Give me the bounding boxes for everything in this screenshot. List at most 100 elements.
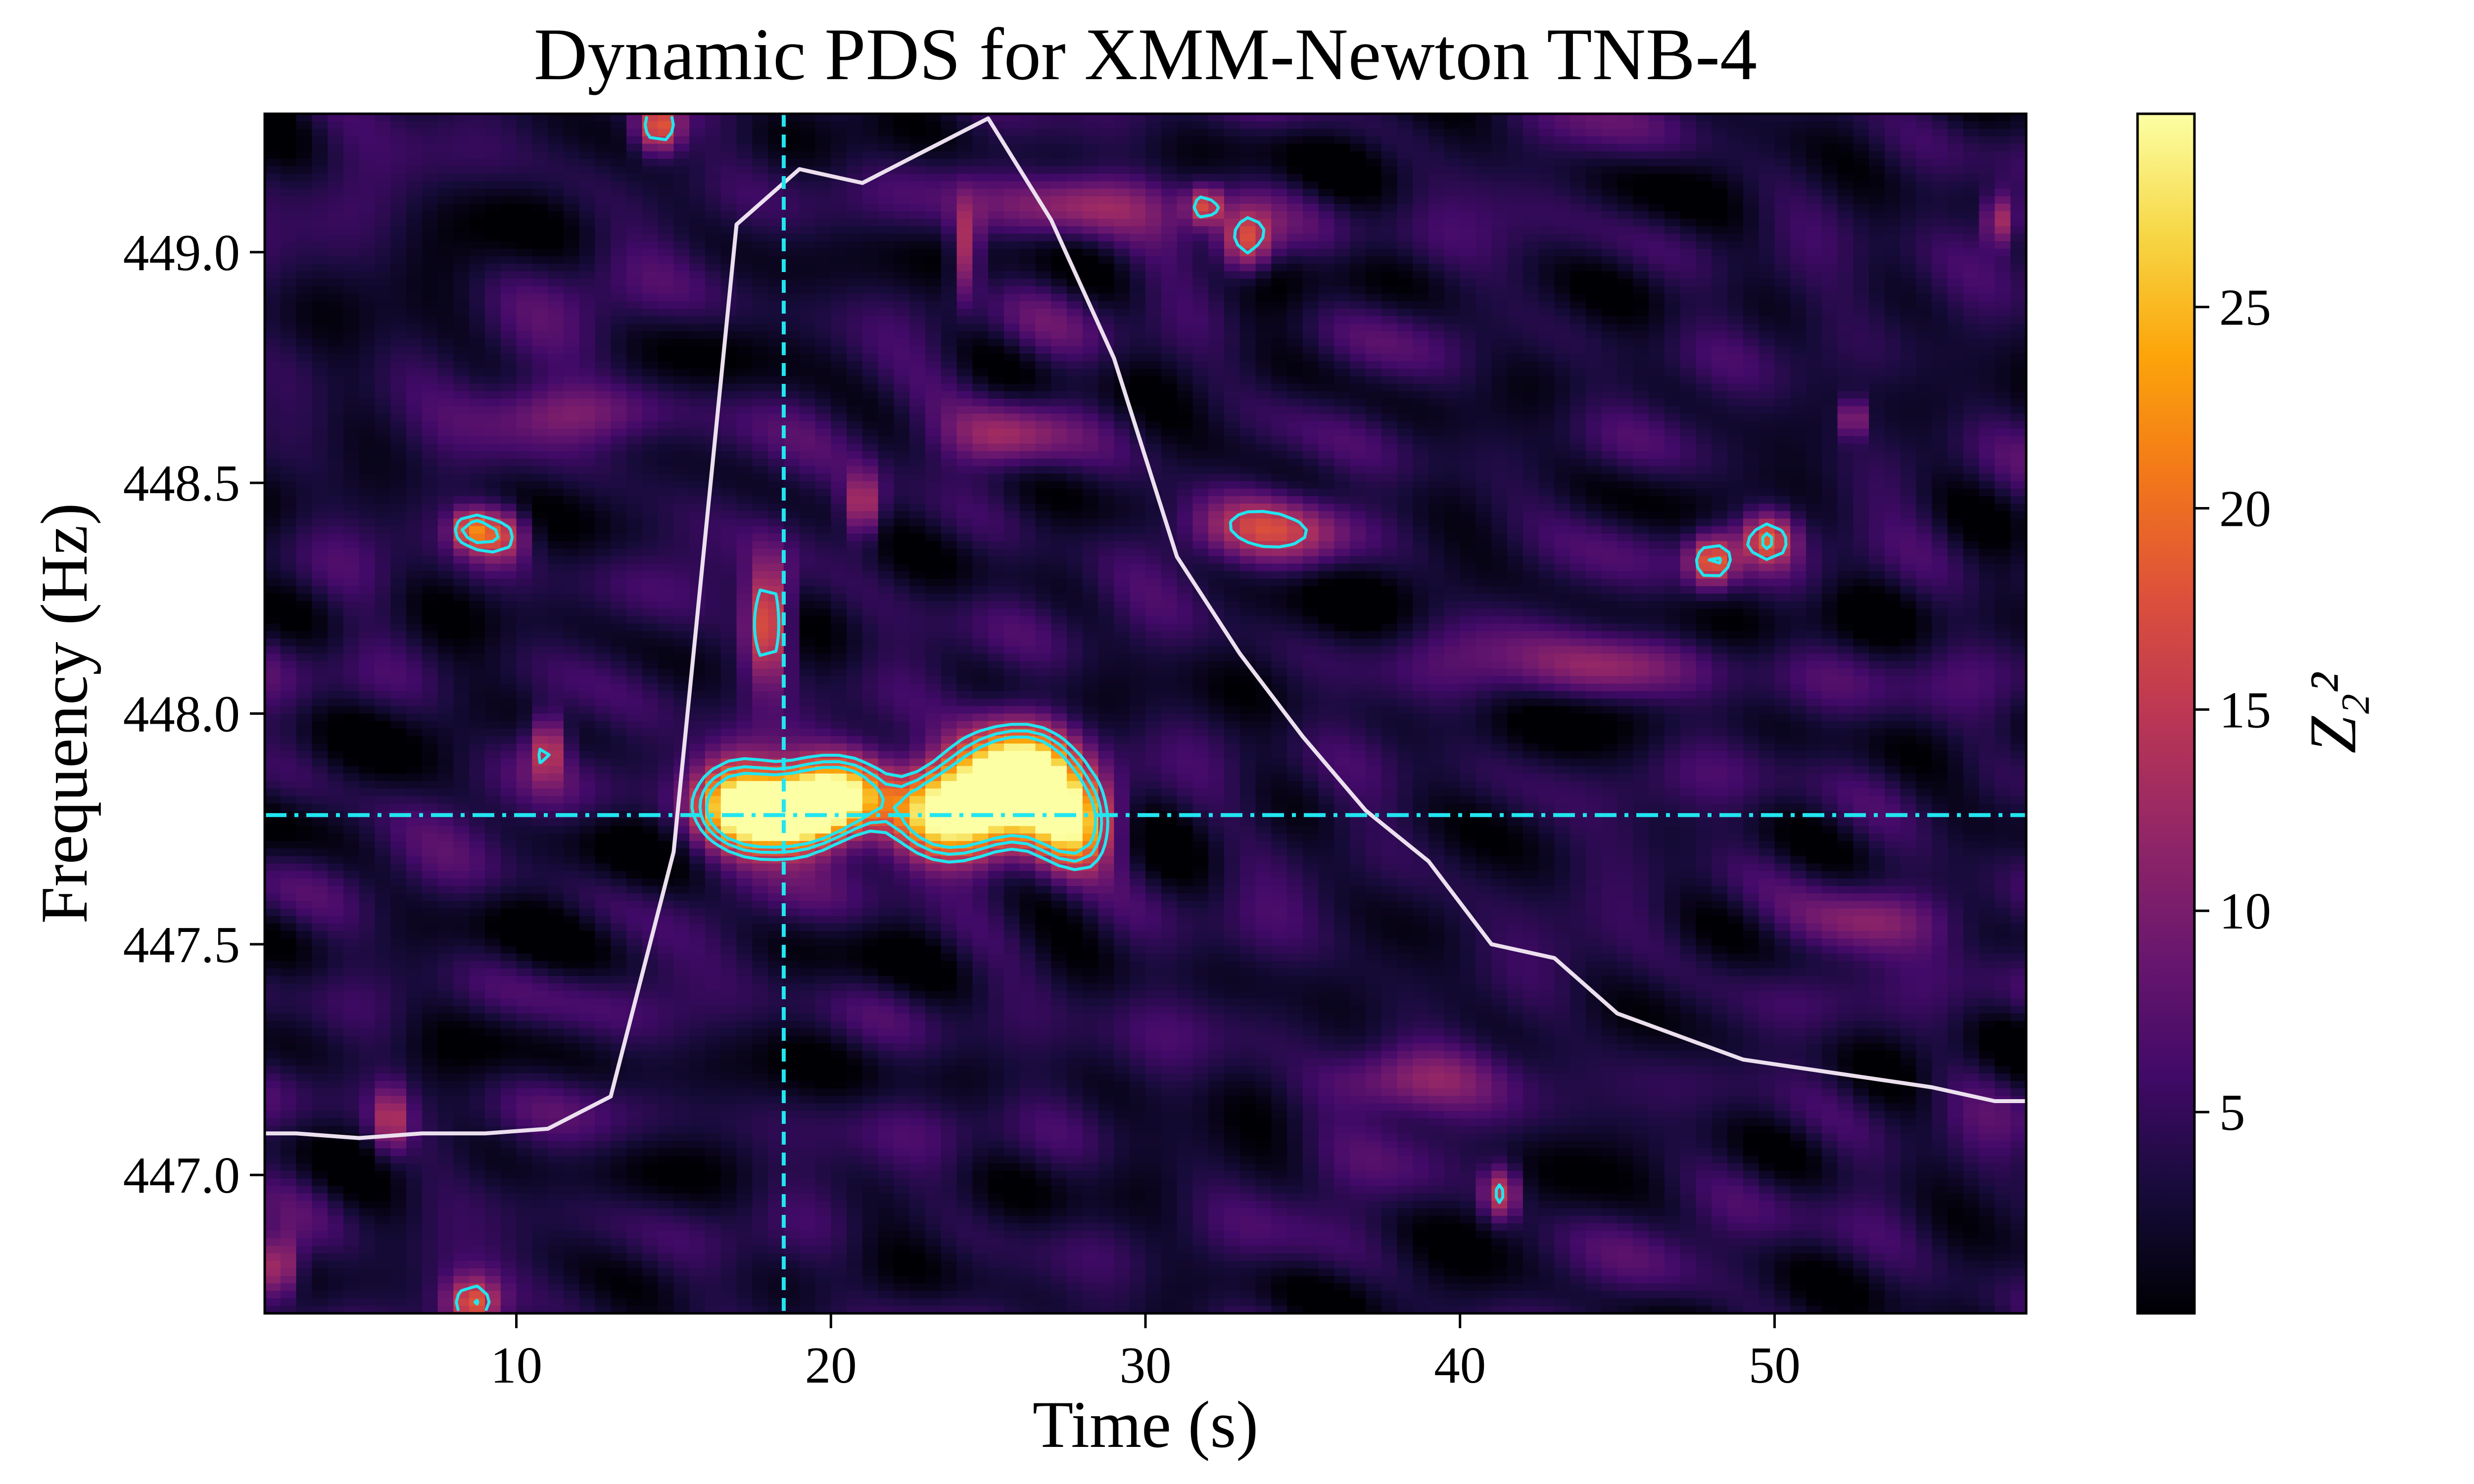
heatmap-cell (595, 166, 612, 175)
heatmap-cell (328, 616, 344, 624)
heatmap-cell (328, 286, 344, 294)
heatmap-cell (689, 1073, 706, 1082)
heatmap-cell (579, 174, 596, 182)
heatmap-cell (296, 278, 313, 287)
heatmap-cell (642, 459, 659, 467)
heatmap-cell (296, 826, 313, 834)
heatmap-cell (736, 376, 753, 384)
heatmap-cell (689, 181, 706, 189)
heatmap-cell (611, 466, 627, 474)
heatmap-cell (422, 856, 438, 864)
heatmap-cell (469, 1276, 485, 1284)
heatmap-cell (343, 428, 360, 437)
heatmap-cell (343, 1020, 360, 1029)
heatmap-cell (343, 188, 360, 197)
heatmap-cell (437, 1223, 454, 1232)
heatmap-cell (406, 1081, 423, 1089)
heatmap-cell (359, 1043, 376, 1052)
heatmap-cell (705, 1208, 721, 1216)
heatmap-cell (658, 946, 674, 954)
heatmap-cell (673, 181, 690, 189)
heatmap-cell (469, 1156, 485, 1164)
heatmap-cell (406, 1043, 423, 1052)
heatmap-cell (343, 233, 360, 242)
heatmap-cell (265, 203, 281, 212)
heatmap-cell (579, 496, 596, 505)
heatmap-cell (437, 623, 454, 632)
heatmap-cell (500, 293, 517, 302)
heatmap-cell (437, 706, 454, 714)
heatmap-cell (296, 1193, 313, 1202)
heatmap-cell (328, 1193, 344, 1202)
heatmap-cell (312, 421, 329, 429)
heatmap-cell (469, 1020, 485, 1029)
heatmap-cell (390, 504, 407, 512)
heatmap-cell (548, 518, 564, 527)
heatmap-cell (343, 968, 360, 976)
heatmap-cell (673, 1148, 690, 1157)
heatmap-cell (312, 953, 329, 962)
heatmap-cell (705, 938, 721, 947)
heatmap-cell (689, 414, 706, 422)
heatmap-cell (516, 121, 533, 130)
heatmap-cell (296, 174, 313, 182)
heatmap-cell (312, 338, 329, 347)
heatmap-cell (265, 668, 281, 677)
heatmap-cell (611, 803, 627, 812)
heatmap-cell (563, 1073, 580, 1082)
heatmap-cell (611, 256, 627, 265)
heatmap-cell (343, 863, 360, 872)
heatmap-cell (469, 571, 485, 579)
heatmap-cell (359, 383, 376, 392)
heatmap-cell (611, 691, 627, 699)
heatmap-cell (437, 406, 454, 415)
heatmap-cell (705, 1238, 721, 1247)
heatmap-cell (548, 691, 564, 699)
heatmap-cell (705, 203, 721, 212)
heatmap-cell (265, 841, 281, 849)
heatmap-cell (375, 361, 391, 370)
heatmap-cell (343, 841, 360, 849)
heatmap-cell (437, 354, 454, 362)
heatmap-cell (343, 736, 360, 744)
heatmap-cell (312, 1276, 329, 1284)
heatmap-cell (626, 1036, 643, 1044)
heatmap-cell (437, 443, 454, 452)
heatmap-cell (437, 324, 454, 332)
heatmap-cell (469, 668, 485, 677)
heatmap-cell (453, 143, 470, 152)
heatmap-cell (689, 271, 706, 279)
heatmap-cell (563, 151, 580, 159)
heatmap-cell (595, 369, 612, 377)
heatmap-cell (390, 309, 407, 317)
heatmap-cell (422, 196, 438, 204)
heatmap-cell (375, 766, 391, 774)
heatmap-cell (736, 451, 753, 460)
heatmap-cell (422, 834, 438, 842)
heatmap-cell (265, 856, 281, 864)
heatmap-cell (375, 421, 391, 429)
heatmap-cell (611, 1006, 627, 1014)
heatmap-cell (390, 1156, 407, 1164)
heatmap-cell (626, 766, 643, 774)
heatmap-cell (736, 1081, 753, 1089)
heatmap-cell (673, 871, 690, 879)
heatmap-cell (705, 361, 721, 370)
heatmap-cell (516, 961, 533, 969)
heatmap-cell (626, 713, 643, 722)
heatmap-cell (595, 698, 612, 707)
heatmap-cell (280, 443, 297, 452)
heatmap-cell (375, 1096, 391, 1104)
heatmap-cell (516, 991, 533, 999)
heatmap-cell (752, 369, 769, 377)
heatmap-cell (390, 736, 407, 744)
heatmap-cell (642, 1096, 659, 1104)
heatmap-cell (406, 248, 423, 257)
heatmap-cell (343, 473, 360, 482)
heatmap-cell (375, 736, 391, 744)
heatmap-cell (375, 203, 391, 212)
heatmap-cell (328, 878, 344, 886)
heatmap-cell (375, 706, 391, 714)
heatmap-cell (532, 1043, 549, 1052)
heatmap-cell (485, 1081, 501, 1089)
